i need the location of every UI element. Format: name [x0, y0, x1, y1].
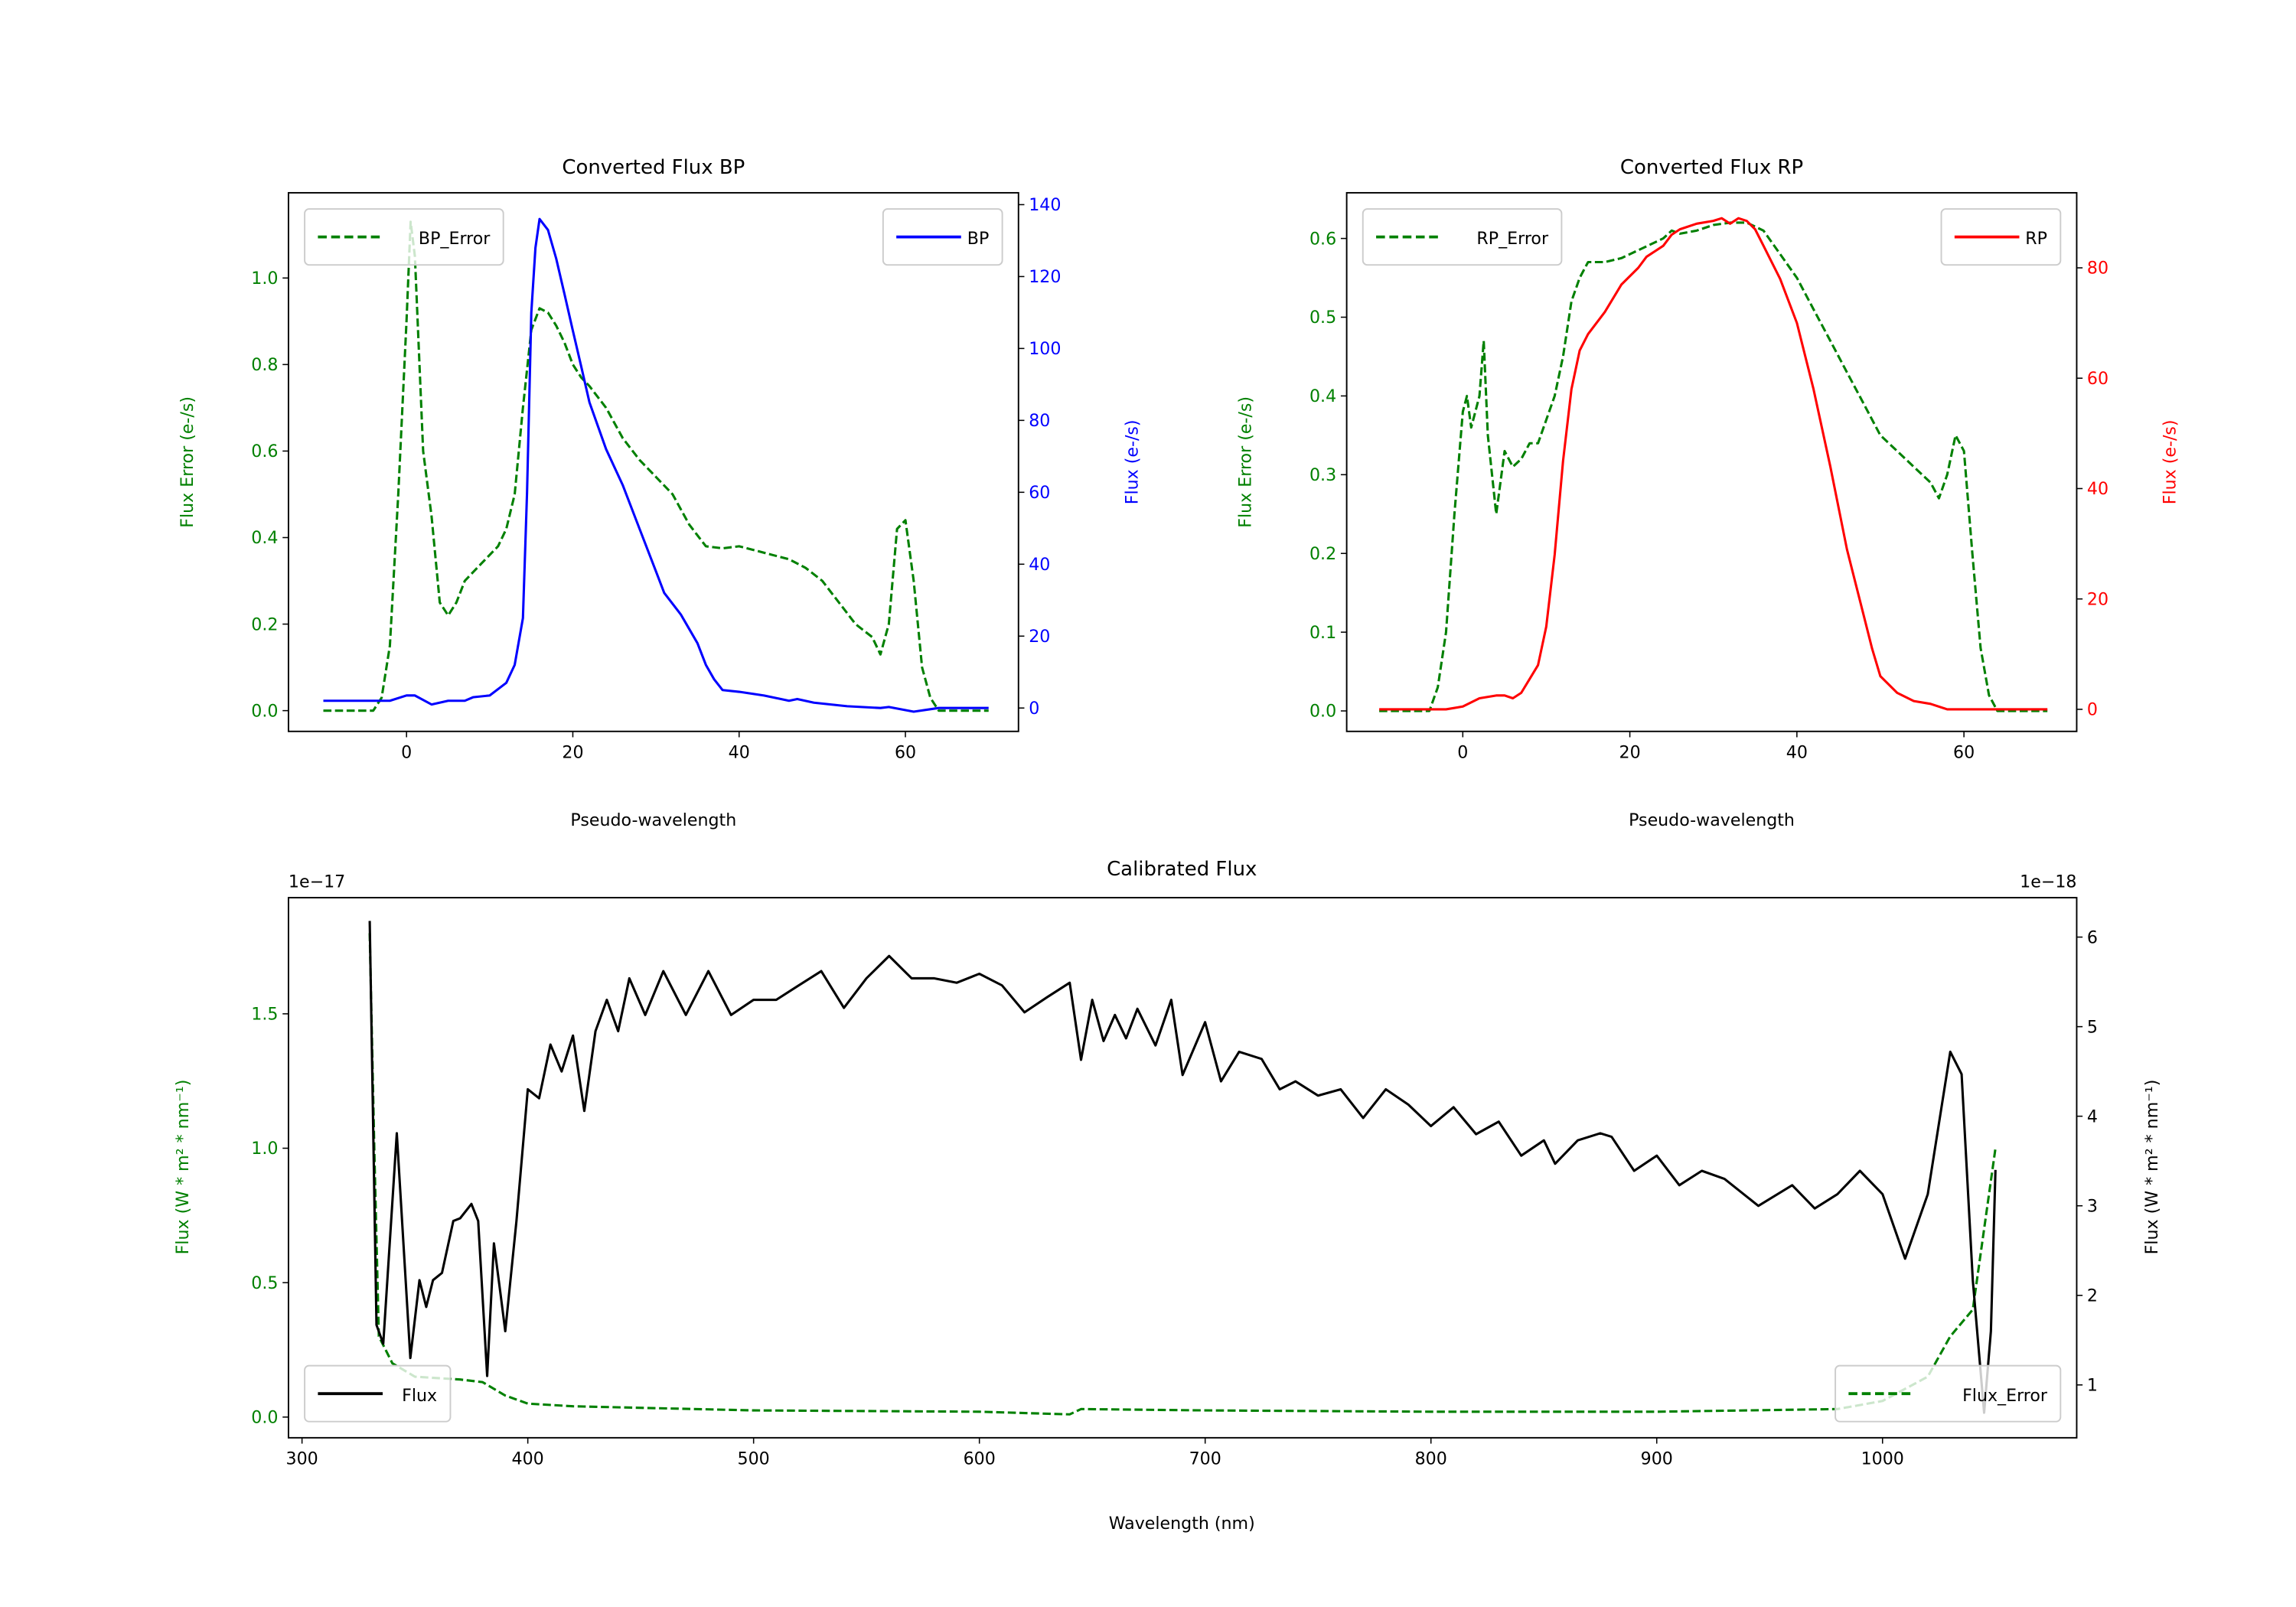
- rp-ylabel-left: Flux Error (e-/s): [1236, 396, 1256, 528]
- bp-ylabel-right: Flux (e-/s): [1123, 419, 1143, 504]
- x-tick-label: 40: [1786, 742, 1808, 762]
- series-line-flux-error: [368, 933, 1997, 1416]
- legend-left: RP_Error: [1362, 208, 1563, 266]
- y-tick-label-left: 0.6: [251, 442, 278, 461]
- y-tick-label-left: 0.4: [251, 528, 278, 548]
- y-tick-label-left: 0.6: [1309, 229, 1336, 249]
- x-tick-label: 20: [1619, 742, 1641, 762]
- y-tick-label-left: 1.0: [251, 269, 278, 288]
- calibrated-panel: Calibrated Flux Wavelength (nm) Flux (W …: [173, 858, 2162, 1534]
- legend-box: [1362, 208, 1563, 266]
- y-tick-label-right: 3: [2087, 1196, 2098, 1216]
- legend-box: [304, 208, 504, 266]
- legend-label: Flux: [402, 1386, 437, 1406]
- y-tick-label-left: 1.5: [251, 1005, 278, 1025]
- bp-title: Converted Flux BP: [562, 156, 745, 179]
- rp-xlabel: Pseudo-wavelength: [1629, 810, 1795, 830]
- y-tick-label-left: 0.0: [251, 1407, 278, 1427]
- legend-box: [1835, 1364, 2062, 1423]
- y-tick-label-left: 0.4: [1309, 386, 1336, 406]
- x-tick-label: 700: [1189, 1449, 1221, 1468]
- y-tick-label-left: 0.5: [1309, 308, 1336, 328]
- rp-title: Converted Flux RP: [1620, 156, 1803, 179]
- y-tick-label-right: 40: [2087, 479, 2108, 499]
- y-tick-label-right: 60: [1029, 483, 1050, 503]
- axes-frame: [1345, 191, 2078, 732]
- offset-text-left: 1e−17: [289, 872, 345, 892]
- x-tick-label: 0: [401, 742, 412, 762]
- y-tick-label-right: 140: [1029, 195, 1061, 215]
- calibrated-xlabel: Wavelength (nm): [1109, 1514, 1255, 1534]
- y-tick-label-right: 0: [2087, 700, 2098, 720]
- y-tick-label-right: 120: [1029, 267, 1061, 287]
- legend-label: Flux_Error: [1962, 1386, 2048, 1406]
- legend-right: RP: [1940, 208, 2062, 266]
- y-tick-label-left: 0.0: [251, 701, 278, 721]
- x-tick-label: 20: [562, 742, 583, 762]
- y-tick-label-right: 80: [1029, 411, 1050, 431]
- bp-ylabel-left: Flux Error (e-/s): [178, 396, 197, 528]
- y-tick-label-right: 5: [2087, 1017, 2098, 1037]
- y-tick-label-right: 20: [1029, 627, 1050, 647]
- offset-text-right: 1e−18: [2020, 872, 2076, 892]
- legend-left: Flux: [304, 1364, 452, 1423]
- series-line-rp-error: [1379, 221, 2048, 712]
- x-tick-label: 0: [1457, 742, 1468, 762]
- legend-label: BP_Error: [419, 229, 491, 249]
- y-tick-label-left: 0.1: [1309, 623, 1336, 643]
- y-tick-label-right: 2: [2087, 1286, 2098, 1305]
- y-tick-label-right: 4: [2087, 1107, 2098, 1126]
- axes-frame: [287, 897, 2078, 1439]
- x-tick-label: 1000: [1861, 1449, 1904, 1468]
- y-tick-label-left: 0.8: [251, 355, 278, 375]
- series-line-bp-error: [323, 220, 989, 712]
- y-tick-label-left: 0.2: [251, 614, 278, 634]
- legend-right: Flux_Error: [1835, 1364, 2062, 1423]
- x-tick-label: 400: [512, 1449, 544, 1468]
- x-tick-label: 60: [1953, 742, 1975, 762]
- y-tick-label-right: 100: [1029, 339, 1061, 359]
- y-tick-label-right: 80: [2087, 259, 2108, 279]
- y-tick-label-left: 0.3: [1309, 465, 1336, 485]
- y-tick-label-right: 60: [2087, 369, 2108, 389]
- y-tick-label-right: 0: [1029, 699, 1039, 719]
- legend-label: RP: [2025, 229, 2047, 249]
- series-line-rp: [1379, 217, 2048, 711]
- y-tick-label-left: 0.5: [251, 1273, 278, 1293]
- legend-label: BP: [967, 229, 990, 249]
- calibrated-ylabel-right: Flux (W * m² * nm⁻¹): [2142, 1080, 2162, 1255]
- rp-panel: Converted Flux RP Pseudo-wavelength Flux…: [1236, 156, 2180, 830]
- x-tick-label: 600: [964, 1449, 996, 1468]
- axes-frame: [287, 191, 1019, 732]
- calibrated-ylabel-left: Flux (W * m² * nm⁻¹): [173, 1080, 193, 1255]
- y-tick-label-right: 40: [1029, 555, 1050, 575]
- rp-ylabel-right: Flux (e-/s): [2160, 419, 2180, 504]
- y-tick-label-left: 1.0: [251, 1139, 278, 1159]
- legend-label: RP_Error: [1476, 229, 1549, 249]
- series-line-bp: [323, 217, 989, 713]
- legend-left: BP_Error: [304, 208, 504, 266]
- y-tick-label-left: 0.0: [1309, 702, 1336, 722]
- y-tick-label-left: 0.2: [1309, 544, 1336, 564]
- x-tick-label: 500: [738, 1449, 770, 1468]
- bp-panel: Converted Flux BP Pseudo-wavelength Flux…: [178, 156, 1143, 830]
- bp-xlabel: Pseudo-wavelength: [570, 810, 736, 830]
- y-tick-label-right: 6: [2087, 927, 2098, 947]
- series-line-flux: [368, 921, 1997, 1414]
- x-tick-label: 900: [1641, 1449, 1673, 1468]
- y-tick-label-right: 1: [2087, 1375, 2098, 1395]
- x-tick-label: 800: [1415, 1449, 1447, 1468]
- legend-right: BP: [882, 208, 1003, 266]
- calibrated-title: Calibrated Flux: [1107, 858, 1257, 881]
- x-tick-label: 300: [286, 1449, 318, 1468]
- y-tick-label-right: 20: [2087, 589, 2108, 609]
- x-tick-label: 60: [895, 742, 916, 762]
- x-tick-label: 40: [729, 742, 750, 762]
